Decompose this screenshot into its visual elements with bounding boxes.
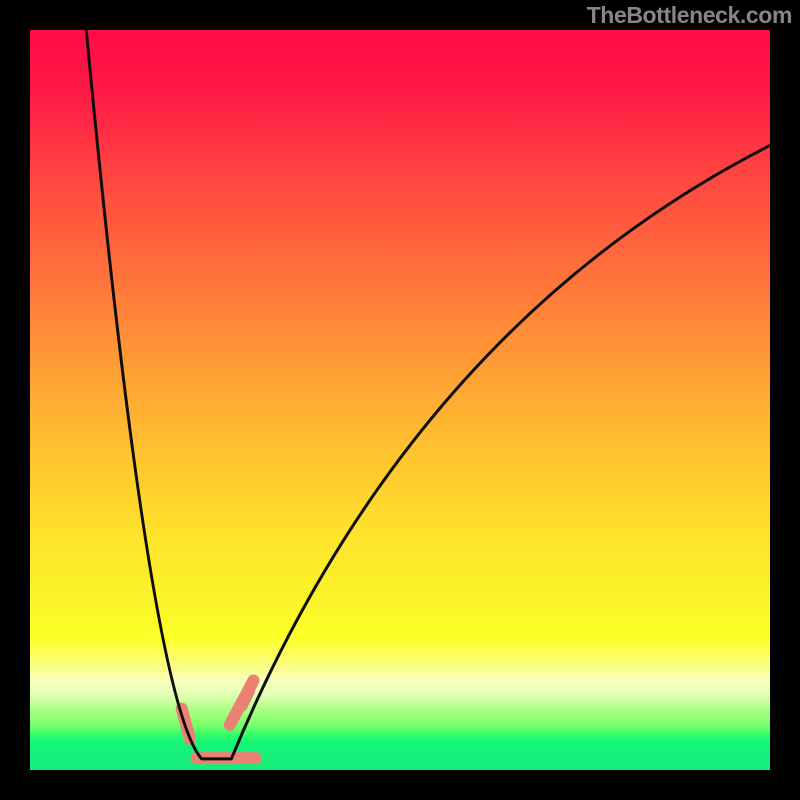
plot-area — [30, 30, 770, 770]
chart-root: TheBottleneck.com — [0, 0, 800, 800]
attribution-text: TheBottleneck.com — [587, 2, 792, 29]
bottleneck-curve — [86, 30, 770, 759]
curve-layer — [30, 30, 770, 770]
